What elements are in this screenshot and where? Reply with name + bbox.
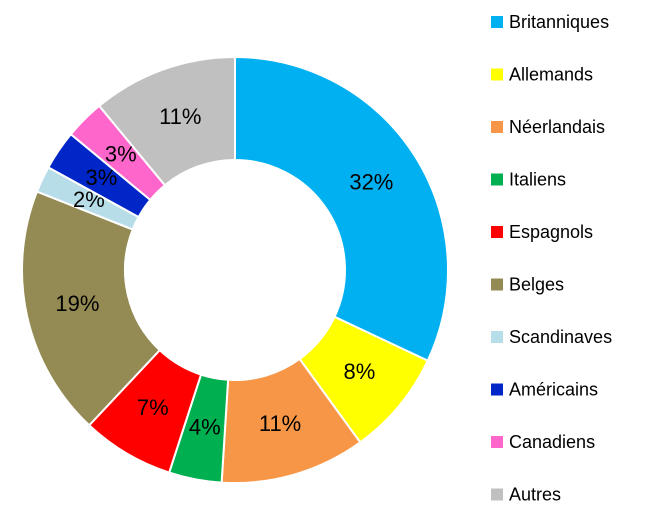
donut-slice xyxy=(234,55,449,363)
legend-swatch xyxy=(491,488,503,501)
legend-label: Italiens xyxy=(509,169,566,189)
legend-label: Canadiens xyxy=(509,432,595,452)
legend-swatch xyxy=(491,173,503,186)
data-label: 11% xyxy=(159,104,201,129)
data-label: 32% xyxy=(349,169,393,194)
donut-slice xyxy=(97,55,236,187)
data-label: 11% xyxy=(259,411,301,436)
legend-swatch xyxy=(491,331,503,343)
legend-label: Autres xyxy=(509,484,561,504)
legend-label: Britanniques xyxy=(509,12,609,32)
legend-swatch xyxy=(491,278,503,291)
legend-swatch xyxy=(491,68,503,81)
legend-swatch xyxy=(491,226,503,238)
legend-label: Belges xyxy=(509,274,564,294)
data-label: 8% xyxy=(344,359,376,384)
legend-swatch xyxy=(491,16,503,28)
legend-swatch xyxy=(491,436,503,448)
legend-swatch xyxy=(491,121,503,133)
legend-label: Allemands xyxy=(509,64,593,84)
legend-label: Scandinaves xyxy=(509,327,612,347)
legend-swatch xyxy=(491,383,503,396)
legend-label: Américains xyxy=(509,379,598,399)
legend-label: Néerlandais xyxy=(509,117,605,137)
data-label: 4% xyxy=(189,414,221,439)
donut-slice xyxy=(21,190,162,427)
legend-label: Espagnols xyxy=(509,222,593,242)
data-label: 7% xyxy=(137,395,169,420)
data-label: 19% xyxy=(55,291,99,316)
